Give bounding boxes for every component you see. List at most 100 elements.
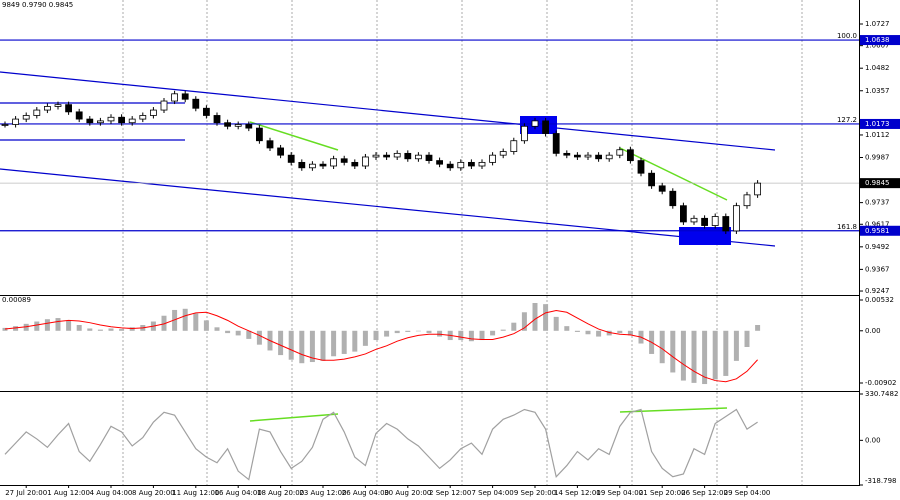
macd-bar bbox=[712, 330, 718, 380]
macd-bar bbox=[394, 330, 400, 334]
candle bbox=[414, 154, 422, 160]
candle bbox=[658, 185, 666, 192]
macd-bar bbox=[511, 322, 517, 331]
level-label: 1.0173 bbox=[865, 120, 890, 128]
candle bbox=[351, 161, 359, 167]
candle bbox=[65, 104, 72, 113]
channel-line bbox=[0, 71, 776, 151]
candle bbox=[510, 140, 518, 152]
candle bbox=[245, 124, 253, 129]
macd-signal bbox=[4, 310, 758, 383]
macd-bar bbox=[331, 330, 337, 357]
candle bbox=[202, 107, 210, 116]
price-header: 9849 0.9790 0.9845 bbox=[2, 1, 73, 9]
macd-bar bbox=[235, 330, 241, 336]
y-tick-label: 1.0482 bbox=[865, 64, 890, 72]
macd-bar bbox=[384, 330, 390, 337]
macd-bar bbox=[44, 319, 50, 331]
macd-bar bbox=[490, 330, 496, 336]
candle bbox=[171, 93, 179, 102]
macd-bar bbox=[278, 330, 284, 356]
macd-bar bbox=[23, 323, 29, 331]
x-tick-label: 18 Aug 20:00 bbox=[257, 489, 304, 497]
x-tick-label: 8 Aug 20:00 bbox=[132, 489, 175, 497]
candle bbox=[531, 120, 539, 127]
x-tick-label: 2 Sep 12:00 bbox=[429, 489, 471, 497]
macd-bar bbox=[564, 326, 570, 331]
macd-bar bbox=[596, 330, 602, 337]
macd-bar bbox=[182, 308, 188, 331]
divergence-line bbox=[249, 413, 339, 422]
candle bbox=[12, 118, 20, 125]
zone-box bbox=[679, 227, 731, 245]
fib-label: 161.8 bbox=[837, 223, 857, 231]
candle bbox=[457, 161, 465, 169]
drawings bbox=[0, 39, 859, 422]
candle bbox=[680, 205, 687, 223]
candle bbox=[44, 106, 51, 111]
macd-bar bbox=[458, 330, 464, 341]
level-label-box bbox=[860, 178, 900, 189]
candle bbox=[436, 160, 444, 165]
y-tick-label: 1.0607 bbox=[865, 42, 890, 50]
macd-bar bbox=[733, 330, 739, 361]
y-tick-label: 0.9737 bbox=[865, 199, 890, 207]
level-label: 0.9581 bbox=[865, 227, 890, 235]
level-label-box bbox=[860, 35, 900, 46]
macd-bar bbox=[55, 318, 61, 331]
candle bbox=[478, 161, 486, 167]
x-tick-label: 4 Aug 04:00 bbox=[90, 489, 133, 497]
macd-bar bbox=[352, 330, 358, 352]
macd-bar bbox=[500, 329, 506, 331]
x-tick-label: 1 Aug 12:00 bbox=[47, 489, 90, 497]
candle bbox=[97, 120, 104, 124]
candle bbox=[446, 163, 454, 169]
level-label: 0.9845 bbox=[865, 179, 890, 187]
y-tick-label: 0.9617 bbox=[865, 220, 890, 228]
candle bbox=[139, 115, 147, 120]
macd-bar bbox=[34, 321, 40, 331]
fib-label: 127.2 bbox=[837, 116, 857, 124]
candle bbox=[733, 205, 740, 232]
macd-bar bbox=[66, 320, 72, 331]
candle bbox=[372, 154, 380, 158]
level-label-box bbox=[860, 225, 900, 236]
candle bbox=[637, 160, 645, 174]
macd-bar bbox=[299, 330, 305, 364]
x-tick-label: 21 Sep 20:00 bbox=[639, 489, 686, 497]
macd-bar bbox=[161, 315, 167, 331]
x-tick-label: 30 Aug 20:00 bbox=[384, 489, 431, 497]
candle bbox=[521, 125, 528, 142]
x-tick-label: 7 Sep 04:00 bbox=[471, 489, 513, 497]
divergence-line bbox=[619, 147, 728, 201]
candle bbox=[213, 115, 221, 124]
candle bbox=[425, 154, 433, 161]
candle bbox=[308, 163, 316, 169]
macd-bar bbox=[13, 326, 19, 331]
y-tick-label: -318.798 bbox=[865, 477, 896, 485]
macd-bar bbox=[193, 313, 199, 331]
macd-bar bbox=[680, 330, 686, 381]
macd-bar bbox=[670, 330, 676, 373]
candle bbox=[499, 151, 507, 156]
macd-bar bbox=[543, 304, 549, 331]
macd-bar bbox=[521, 312, 527, 331]
divergence-line bbox=[619, 407, 728, 413]
candle bbox=[584, 154, 592, 158]
candle bbox=[330, 158, 338, 167]
y-tick-label: 0.00 bbox=[865, 436, 881, 444]
candle bbox=[648, 172, 655, 187]
macd-bar bbox=[246, 330, 252, 339]
candle bbox=[181, 93, 189, 100]
macd-bar bbox=[468, 330, 474, 342]
y-tick-label: 0.00 bbox=[865, 327, 881, 335]
candle bbox=[107, 116, 115, 122]
candle bbox=[754, 182, 761, 196]
candle bbox=[743, 194, 751, 207]
level-label: 1.0638 bbox=[865, 36, 890, 44]
candle bbox=[33, 109, 41, 116]
x-tick-label: 16 Aug 04:00 bbox=[215, 489, 262, 497]
macd-bar bbox=[341, 330, 347, 354]
candle bbox=[605, 154, 613, 160]
